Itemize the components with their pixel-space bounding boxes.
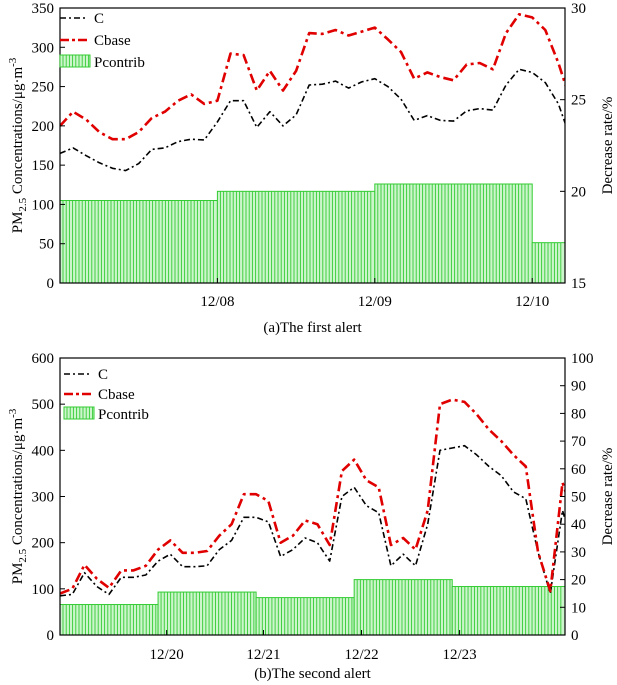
y2-tick-label: 40 — [571, 517, 586, 533]
pcontrib-bar-hatch — [534, 242, 562, 283]
y2-axis-label: Decrease rate/% — [600, 448, 616, 546]
panel-caption: (b)The second alert — [254, 666, 371, 682]
y2-tick-label: 80 — [571, 406, 586, 422]
x-tick-label: 12/20 — [150, 647, 184, 663]
y2-tick-label: 60 — [571, 462, 586, 478]
y2-tick-label: 30 — [571, 545, 586, 561]
y-tick-label: 50 — [39, 237, 54, 253]
y2-tick-label: 15 — [571, 276, 586, 292]
pcontrib-bar-hatch — [62, 604, 157, 635]
y-tick-label: 200 — [32, 119, 55, 135]
pcontrib-bar-hatch — [377, 184, 529, 283]
x-tick-label: 12/08 — [200, 294, 234, 310]
x-tick-label: 12/21 — [246, 647, 280, 663]
y-tick-label: 0 — [47, 628, 55, 644]
pcontrib-bar-hatch — [258, 597, 353, 635]
pcontrib-bar — [531, 242, 565, 283]
pcontrib-bar-hatch — [356, 579, 451, 635]
pcontrib-bar-hatch — [219, 191, 372, 283]
y2-tick-label: 20 — [571, 184, 586, 200]
legend-swatch-hatch — [66, 407, 94, 419]
y2-tick-label: 10 — [571, 600, 586, 616]
y2-tick-label: 70 — [571, 434, 586, 450]
legend-label-cbase: Cbase — [98, 387, 135, 403]
plot-area — [60, 398, 565, 635]
legend: C Cbase Pcontrib — [59, 11, 145, 71]
y-tick-label: 500 — [32, 397, 55, 413]
y-tick-label: 350 — [32, 1, 55, 17]
legend-label-c: C — [94, 11, 104, 27]
y-tick-label: 200 — [32, 536, 55, 552]
x-tick-label: 12/10 — [515, 294, 549, 310]
series-line-cbase — [60, 13, 565, 141]
chart-panel-a: 0 50 100 150 200 250 300 350 15 20 25 30 12/08 12/09 1… — [7, 1, 616, 336]
legend-label-pcontrib: Pcontrib — [94, 55, 145, 71]
legend-label-c: C — [98, 367, 108, 383]
y2-tick-label: 20 — [571, 573, 586, 589]
pcontrib-bar — [255, 597, 355, 635]
y-axis-label: PM2.5 Concentrations/μg·m-3 — [7, 57, 29, 233]
y-tick-label: 400 — [32, 443, 55, 459]
series-line-cbase — [60, 398, 565, 595]
y-tick-label: 600 — [32, 351, 55, 367]
y2-tick-label: 0 — [571, 628, 579, 644]
chart-panel-b: 0 100 200 300 400 500 600 0 10 20 30 40 50 60 70 80 90 10… — [7, 351, 616, 682]
y-tick-label: 250 — [32, 80, 55, 96]
y2-tick-label: 100 — [571, 351, 594, 367]
panel-caption: (a)The first alert — [263, 320, 362, 336]
x-tick-label: 12/09 — [358, 294, 392, 310]
x-tick-label: 12/22 — [344, 647, 378, 663]
legend-swatch-hatch — [62, 55, 90, 67]
series-line-c — [60, 444, 565, 597]
pcontrib-bar-hatch — [160, 592, 255, 635]
y-tick-label: 100 — [32, 197, 55, 213]
legend-label-pcontrib: Pcontrib — [98, 407, 149, 423]
pcontrib-bar-hatch — [454, 586, 562, 635]
y2-tick-label: 30 — [571, 1, 586, 17]
legend-label-cbase: Cbase — [94, 33, 131, 49]
plot-area — [60, 13, 565, 283]
y-tick-label: 300 — [32, 490, 55, 506]
y-tick-label: 150 — [32, 158, 55, 174]
plot-frame — [59, 7, 566, 284]
pcontrib-bar-hatch — [62, 200, 214, 283]
y-axis-label: PM2.5 Concentrations/μg·m-3 — [7, 408, 29, 584]
y2-tick-label: 25 — [571, 93, 586, 109]
y2-axis-label: Decrease rate/% — [600, 97, 616, 195]
y2-tick-label: 50 — [571, 490, 586, 506]
y-tick-label: 300 — [32, 40, 55, 56]
x-tick-label: 12/23 — [443, 647, 477, 663]
y-tick-label: 0 — [47, 276, 55, 292]
legend: C Cbase Pcontrib — [63, 367, 149, 423]
y2-tick-label: 90 — [571, 379, 586, 395]
series-line-c — [60, 68, 565, 172]
pcontrib-bar — [157, 591, 257, 635]
y-tick-label: 100 — [32, 582, 55, 598]
